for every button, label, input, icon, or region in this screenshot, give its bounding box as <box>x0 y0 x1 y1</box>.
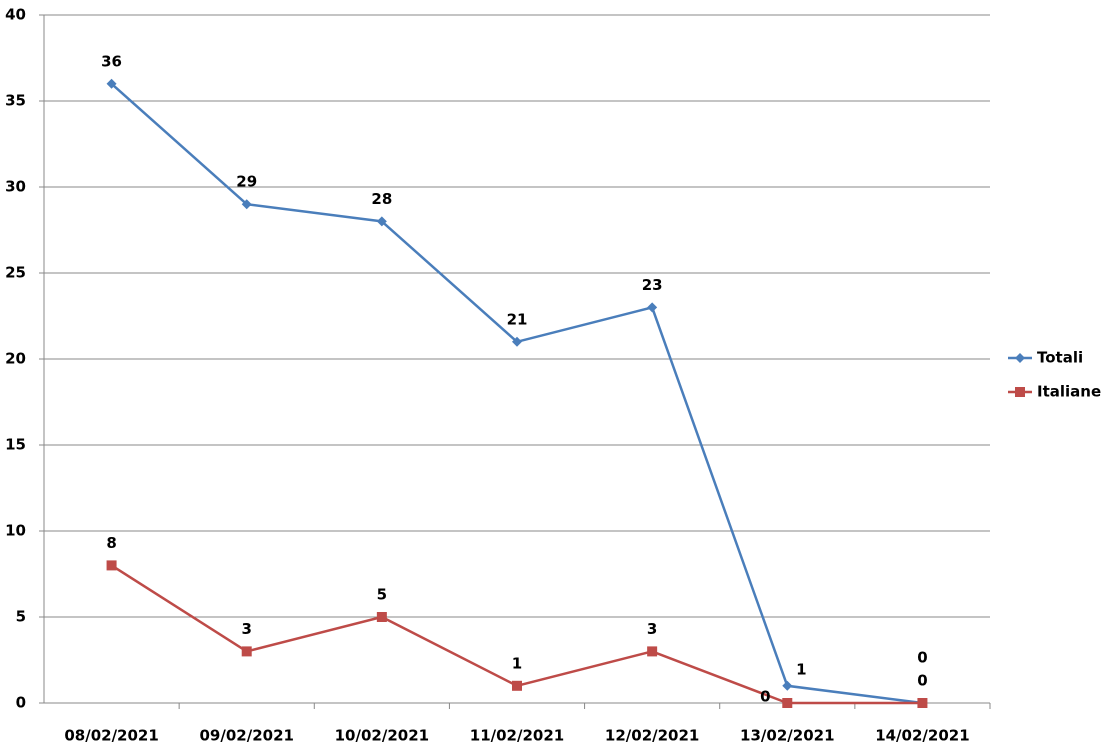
point <box>782 698 793 708</box>
legend-label: Totali <box>1037 349 1083 367</box>
point <box>376 216 387 227</box>
point <box>241 199 252 210</box>
data-label: 3 <box>241 620 251 638</box>
legend-label: Italiane <box>1037 383 1101 401</box>
data-label: 0 <box>917 649 927 667</box>
y-tick-label: 5 <box>16 608 26 626</box>
data-label: 28 <box>371 190 392 208</box>
y-tick-label: 20 <box>5 350 26 368</box>
data-label: 23 <box>642 276 663 294</box>
point <box>106 78 117 89</box>
x-tick-label: 11/02/2021 <box>470 727 564 745</box>
data-label: 0 <box>917 672 927 690</box>
y-tick-label: 0 <box>16 694 26 712</box>
data-label: 3 <box>647 620 657 638</box>
point <box>647 302 658 313</box>
data-label: 21 <box>507 310 528 328</box>
y-tick-label: 30 <box>5 178 26 196</box>
legend-marker <box>1015 387 1025 397</box>
legend-marker <box>1015 353 1025 363</box>
point <box>917 698 928 708</box>
point <box>376 612 387 622</box>
x-tick-label: 10/02/2021 <box>335 727 429 745</box>
point <box>647 646 658 657</box>
point <box>512 336 522 347</box>
data-label: 0 <box>760 688 770 706</box>
y-tick-label: 25 <box>5 264 26 282</box>
data-label: 8 <box>106 534 116 552</box>
data-label: 1 <box>512 654 522 672</box>
x-tick-label: 09/02/2021 <box>199 727 293 745</box>
y-tick-label: 40 <box>5 6 26 24</box>
point <box>241 646 252 657</box>
x-tick-label: 12/02/2021 <box>605 727 699 745</box>
x-tick-label: 08/02/2021 <box>64 727 158 745</box>
y-tick-label: 15 <box>5 436 26 454</box>
y-tick-label: 10 <box>5 522 26 540</box>
data-label: 1 <box>796 660 806 678</box>
series-line <box>110 82 923 705</box>
point <box>106 560 117 571</box>
point <box>512 680 522 691</box>
data-label: 36 <box>101 52 122 70</box>
data-label: 5 <box>377 586 387 604</box>
y-tick-label: 35 <box>5 92 26 110</box>
data-label: 29 <box>236 173 257 191</box>
x-tick-label: 14/02/2021 <box>875 727 969 745</box>
point <box>782 680 793 691</box>
x-tick-label: 13/02/2021 <box>740 727 834 745</box>
